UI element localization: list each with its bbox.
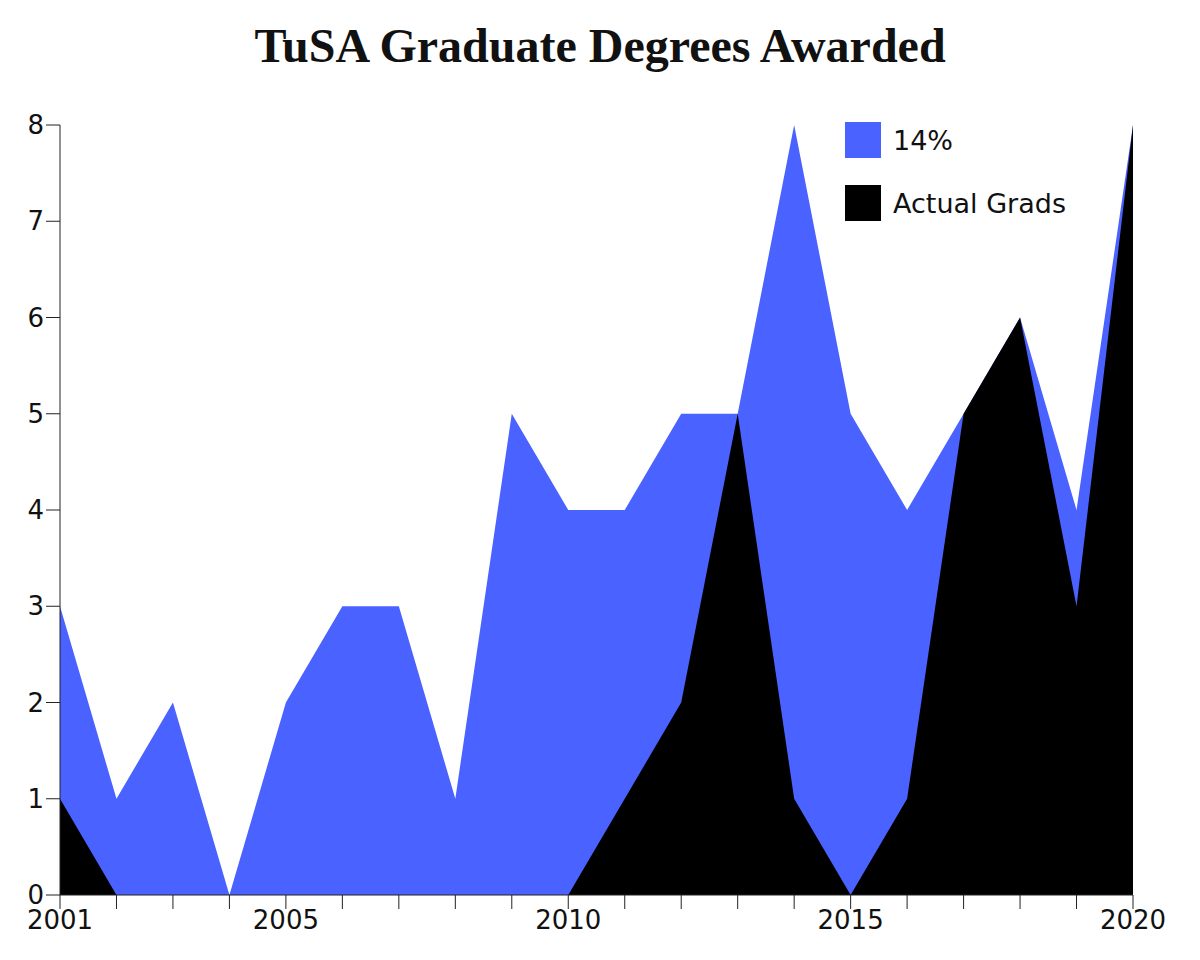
svg-text:3: 3 [27, 591, 44, 621]
svg-text:2001: 2001 [26, 905, 94, 936]
svg-text:2020: 2020 [1100, 905, 1166, 935]
svg-text:2015: 2015 [818, 905, 884, 935]
html-text:Actual Grads: Actual Grads [893, 187, 1066, 219]
svg-text:8: 8 [27, 110, 44, 140]
svg-text:0: 0 [27, 880, 44, 910]
svg-text:2005: 2005 [253, 905, 319, 935]
svg-text:4: 4 [27, 495, 44, 525]
svg-text:1: 1 [27, 784, 44, 814]
svg-text:7: 7 [27, 206, 44, 236]
html-text:TuSA Graduate Degrees Awarded: TuSA Graduate Degrees Awarded [254, 19, 946, 72]
svg-text:6: 6 [27, 303, 44, 333]
svg-text:2: 2 [27, 688, 44, 718]
svg-text:2010: 2010 [535, 905, 601, 935]
html-text:14%: 14% [893, 124, 953, 156]
svg-text:5: 5 [27, 399, 44, 429]
